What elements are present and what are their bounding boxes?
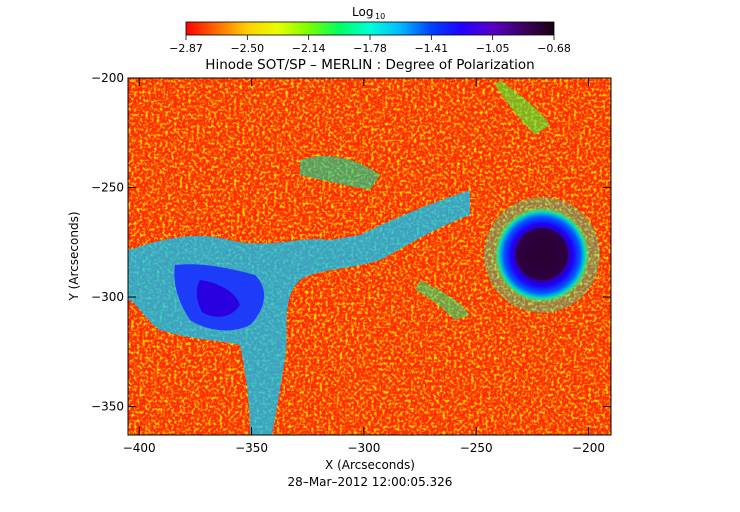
x-tick-label: −300 [347,441,380,455]
x-axis-label: X (Arcseconds) [325,458,415,472]
colorbar-tick-label: −1.78 [353,42,387,55]
colorbar-tick-label: −1.05 [476,42,510,55]
y-tick-label: −200 [91,71,124,85]
y-axis-ticks: −200 −250 −300 −350 [91,71,611,414]
polarization-map [128,78,611,435]
y-axis-label: Y (Arcseconds) [67,211,81,301]
plot-frame [127,77,612,436]
x-tick-label: −250 [460,441,493,455]
y-tick-label: −350 [91,400,124,414]
plot-title: Hinode SOT/SP – MERLIN : Degree of Polar… [205,57,534,73]
y-tick-label: −250 [91,181,124,195]
colorbar-tick-label: −2.50 [230,42,264,55]
x-tick-label: −350 [235,441,268,455]
colorbar-tick-label: −0.68 [537,42,571,55]
colorbar-ticks: −2.87 −2.50 −2.14 −1.78 −1.41 −1.05 −0.68 [169,35,571,55]
x-axis-ticks: −400 −350 −300 −250 −200 [123,78,605,455]
x-tick-label: −200 [572,441,605,455]
colorbar-label: Log [352,5,373,19]
x-tick-label: −400 [123,441,156,455]
colorbar-tick-label: −1.41 [414,42,448,55]
timestamp: 28–Mar–2012 12:00:05.326 [288,475,453,489]
colorbar-tick-label: −2.87 [169,42,203,55]
colorbar-tick-label: −2.14 [292,42,326,55]
colorbar-label-subscript: 10 [375,12,385,21]
y-tick-label: −300 [91,290,124,304]
colorbar [186,22,554,35]
